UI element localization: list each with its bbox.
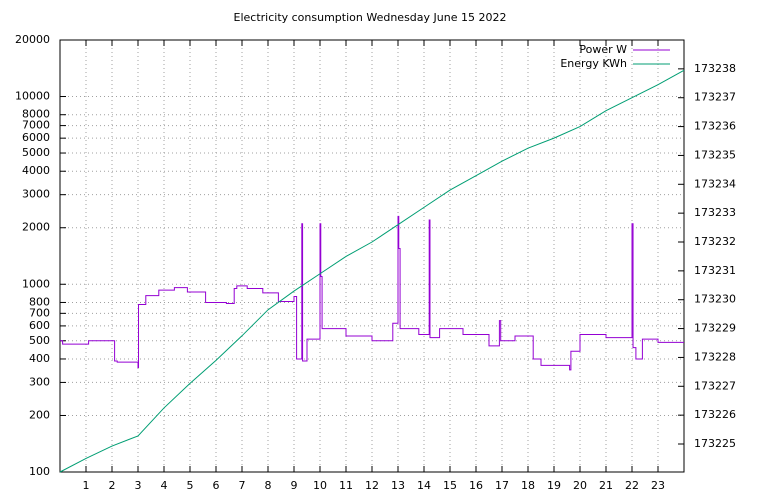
x-tick-label: 8 [265,479,272,492]
x-tick-label: 12 [365,479,379,492]
y-tick-label: 100 [29,465,50,478]
y-tick-label: 7000 [22,119,50,132]
y-tick-label: 3000 [22,188,50,201]
y2-tick-label: 173236 [694,120,736,133]
y-tick-label: 4000 [22,164,50,177]
y2-tick-label: 173230 [694,293,736,306]
y-tick-label: 2000 [22,221,50,234]
y-tick-label: 800 [29,295,50,308]
legend-label: Energy KWh [560,57,627,70]
y-tick-label: 6000 [22,131,50,144]
y2-tick-label: 173238 [694,62,736,75]
y2-tick-label: 173225 [694,437,736,450]
y-tick-label: 20000 [15,33,50,46]
x-tick-label: 11 [339,479,353,492]
y-tick-label: 5000 [22,146,50,159]
y2-tick-label: 173234 [694,177,736,190]
x-tick-label: 7 [239,479,246,492]
x-tick-label: 16 [469,479,483,492]
x-tick-label: 20 [573,479,587,492]
x-tick-label: 15 [443,479,457,492]
y-tick-label: 300 [29,375,50,388]
x-tick-label: 1 [83,479,90,492]
series-line [60,215,684,371]
y-tick-label: 700 [29,306,50,319]
y2-tick-label: 173232 [694,235,736,248]
x-tick-label: 22 [625,479,639,492]
y-tick-label: 8000 [22,108,50,121]
y2-tick-label: 173237 [694,91,736,104]
x-tick-label: 6 [213,479,220,492]
legend-label: Power W [579,43,627,56]
x-tick-label: 17 [495,479,509,492]
x-tick-label: 5 [187,479,194,492]
x-tick-label: 2 [109,479,116,492]
x-tick-label: 18 [521,479,535,492]
series-line [59,69,685,473]
y2-tick-label: 173233 [694,206,736,219]
x-tick-label: 21 [599,479,613,492]
x-tick-label: 13 [391,479,405,492]
y2-tick-label: 173229 [694,322,736,335]
x-tick-label: 4 [161,479,168,492]
x-tick-label: 23 [651,479,665,492]
y2-tick-label: 173228 [694,350,736,363]
x-tick-label: 3 [135,479,142,492]
y2-tick-label: 173231 [694,264,736,277]
x-tick-label: 9 [291,479,298,492]
y-tick-label: 400 [29,352,50,365]
y-tick-label: 1000 [22,277,50,290]
y2-tick-label: 173227 [694,379,736,392]
y-tick-label: 600 [29,319,50,332]
y-tick-label: 500 [29,334,50,347]
y-tick-label: 10000 [15,90,50,103]
x-tick-label: 14 [417,479,431,492]
y-tick-label: 200 [29,408,50,421]
x-tick-label: 19 [547,479,561,492]
y2-tick-label: 173226 [694,408,736,421]
y2-tick-label: 173235 [694,148,736,161]
x-tick-label: 10 [313,479,327,492]
chart-title: Electricity consumption Wednesday June 1… [234,11,507,24]
plot-frame [59,39,685,473]
